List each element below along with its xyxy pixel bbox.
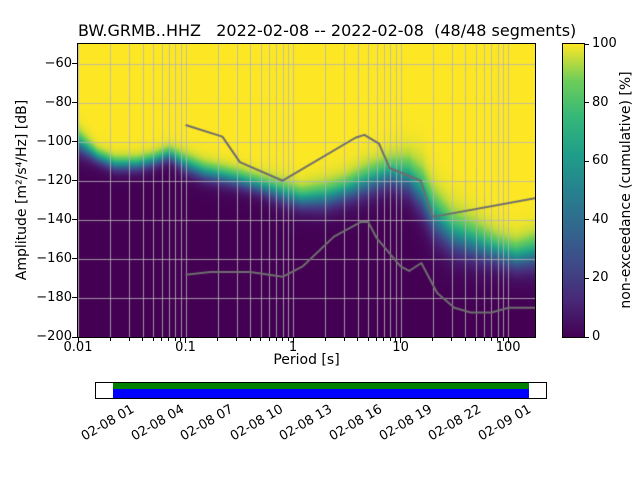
x-axis-label: Period [s] (273, 352, 340, 368)
x-minor-tick-mark (432, 338, 434, 341)
x-minor-tick-mark (464, 338, 466, 341)
x-minor-tick-mark (490, 338, 492, 341)
y-tick-mark (72, 180, 77, 182)
x-minor-tick-mark (260, 338, 262, 341)
x-tick-mark (77, 338, 79, 343)
x-tick-mark (507, 338, 509, 343)
timeline-date-label: 02-08 07 (178, 402, 237, 445)
x-tick-mark (185, 338, 187, 343)
timeline-date-label: 02-08 01 (79, 402, 138, 445)
colorbar-tick-label: 40 (592, 211, 609, 227)
colorbar-tick-label: 100 (592, 36, 617, 51)
x-minor-tick-mark (282, 338, 284, 341)
x-minor-tick-mark (152, 338, 154, 341)
x-minor-tick-mark (451, 338, 453, 341)
data-coverage-timeline (95, 382, 547, 399)
y-tick-mark (72, 141, 77, 143)
x-minor-tick-mark (142, 338, 144, 341)
colorbar-tick-label: 0 (592, 329, 601, 344)
x-minor-tick-mark (324, 338, 326, 341)
x-minor-tick-mark (217, 338, 219, 341)
x-minor-tick-mark (376, 338, 378, 341)
x-minor-tick-mark (287, 338, 289, 341)
y-tick-label: −140 (36, 211, 72, 227)
y-tick-mark (72, 336, 77, 338)
x-minor-tick-mark (249, 338, 251, 341)
y-tick-label: −80 (44, 94, 72, 110)
x-tick-label: 1 (288, 340, 298, 355)
y-tick-mark (72, 297, 77, 299)
x-minor-tick-mark (389, 338, 391, 341)
x-tick-label: 0.01 (63, 340, 93, 355)
x-minor-tick-mark (483, 338, 485, 341)
colorbar-tick-mark (585, 160, 589, 162)
y-tick-mark (72, 258, 77, 260)
y-tick-label: −120 (36, 172, 72, 188)
timeline-date-label: 02-08 04 (128, 402, 187, 445)
y-tick-label: −200 (36, 329, 72, 344)
colorbar-tick-label: 60 (592, 153, 609, 169)
y-tick-label: −100 (36, 133, 72, 149)
x-minor-tick-mark (475, 338, 477, 341)
x-tick-label: 100 (495, 340, 521, 355)
x-minor-tick-mark (236, 338, 238, 341)
timeline-date-label: 02-08 16 (326, 402, 386, 445)
x-tick-label: 10 (392, 340, 409, 355)
x-minor-tick-mark (367, 338, 369, 341)
x-minor-tick-mark (109, 338, 111, 341)
x-minor-tick-mark (357, 338, 359, 341)
x-minor-tick-mark (268, 338, 270, 341)
ppsd-heatmap-canvas (78, 44, 535, 337)
x-minor-tick-mark (161, 338, 163, 341)
plot-axes-frame (77, 43, 536, 338)
x-tick-mark (292, 338, 294, 343)
y-tick-label: −180 (36, 289, 72, 305)
colorbar-tick-mark (585, 336, 589, 338)
x-minor-tick-mark (180, 338, 182, 341)
colorbar-tick-label: 80 (592, 94, 609, 110)
x-minor-tick-mark (343, 338, 345, 341)
x-minor-tick-mark (395, 338, 397, 341)
x-minor-tick-mark (275, 338, 277, 341)
timeline-data-extent (113, 383, 529, 398)
timeline-date-label: 02-08 10 (227, 402, 286, 445)
x-minor-tick-mark (497, 338, 499, 341)
colorbar (562, 43, 585, 338)
y-tick-mark (72, 63, 77, 65)
timeline-date-label: 02-08 19 (376, 402, 435, 445)
colorbar-tick-mark (585, 43, 589, 45)
timeline-date-label: 02-08 13 (277, 402, 336, 445)
timeline-date-label: 02-09 01 (475, 402, 534, 445)
y-tick-label: −160 (36, 250, 72, 266)
colorbar-gradient (563, 44, 584, 337)
colorbar-tick-mark (585, 277, 589, 279)
colorbar-tick-mark (585, 102, 589, 104)
plot-title: BW.GRMB..HHZ 2022-02-08 -- 2022-02-08 (4… (78, 21, 577, 40)
x-tick-mark (400, 338, 402, 343)
y-tick-mark (72, 102, 77, 104)
x-minor-tick-mark (502, 338, 504, 341)
colorbar-tick-label: 20 (592, 270, 609, 286)
timeline-date-label: 02-08 22 (425, 402, 485, 445)
x-minor-tick-mark (128, 338, 130, 341)
x-minor-tick-mark (168, 338, 170, 341)
x-tick-label: 0.1 (175, 340, 196, 355)
y-tick-mark (72, 219, 77, 221)
x-minor-tick-mark (174, 338, 176, 341)
timeline-coverage-green-bar (113, 383, 529, 390)
y-tick-label: −60 (44, 55, 72, 71)
timeline-coverage-blue-bar (113, 389, 529, 398)
colorbar-tick-mark (585, 219, 589, 221)
x-minor-tick-mark (383, 338, 385, 341)
